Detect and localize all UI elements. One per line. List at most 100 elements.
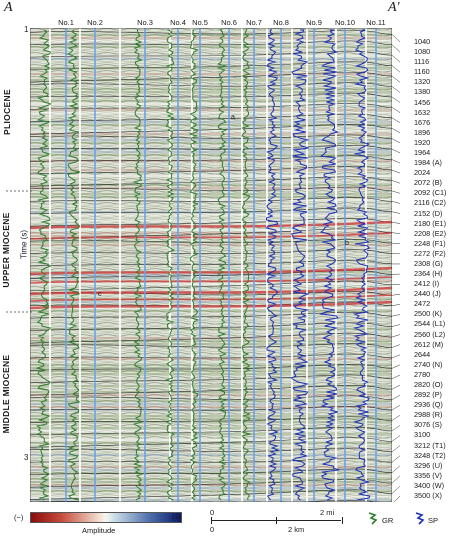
horizon-line bbox=[30, 92, 392, 98]
horizon-line bbox=[30, 197, 392, 202]
horizon-line bbox=[30, 374, 392, 384]
well-log-trace bbox=[132, 29, 144, 501]
horizon-label: 3296 (U) bbox=[414, 460, 443, 470]
gr-log-label: GR bbox=[382, 516, 394, 525]
horizon-line bbox=[30, 416, 392, 423]
scale-bar-ticks bbox=[211, 517, 343, 524]
horizon-label: 3400 (W) bbox=[414, 480, 445, 490]
horizon-label: 1896 bbox=[414, 127, 431, 137]
strong-reflector bbox=[30, 294, 392, 302]
horizon-label: 2740 (N) bbox=[414, 359, 443, 369]
well-label: No.3 bbox=[137, 18, 153, 27]
horizon-label: 2560 (L2) bbox=[414, 329, 446, 339]
well-log-trace bbox=[188, 29, 200, 501]
horizon-line bbox=[30, 332, 392, 344]
horizon-label: 2180 (E1) bbox=[414, 218, 447, 228]
epoch-dividers bbox=[6, 190, 32, 313]
well-log-trace bbox=[35, 29, 53, 501]
horizon-leader bbox=[392, 65, 401, 73]
well-label: No.8 bbox=[273, 18, 289, 27]
horizon-label: 2152 (D) bbox=[414, 208, 443, 218]
time-tick-bottom: 3 bbox=[24, 453, 29, 462]
horizon-label: 1456 bbox=[414, 97, 431, 107]
horizon-label: 2116 (C2) bbox=[414, 198, 446, 208]
scale-mi-label: 2 mi bbox=[320, 508, 335, 517]
horizon-line bbox=[30, 322, 392, 331]
horizon-line bbox=[30, 343, 392, 348]
horizon-label: 2308 (G) bbox=[414, 258, 443, 268]
horizon-leader bbox=[392, 465, 401, 473]
horizon-leader bbox=[392, 384, 401, 390]
horizon-line bbox=[30, 249, 392, 254]
horizon-label: 1920 bbox=[414, 137, 431, 147]
horizon-label: 1160 bbox=[414, 67, 430, 77]
horizon-line bbox=[30, 468, 392, 476]
horizon-label: 1116 bbox=[414, 57, 430, 67]
well-label: No.10 bbox=[334, 18, 356, 27]
horizon-label: 2248 (F1) bbox=[414, 238, 446, 248]
horizon-leader bbox=[392, 324, 401, 327]
horizon-leader bbox=[392, 34, 401, 43]
horizon-leader bbox=[393, 495, 401, 502]
section-start-label: A bbox=[4, 0, 13, 15]
horizon-line bbox=[30, 176, 392, 187]
horizon-line bbox=[30, 406, 392, 411]
annotation-a: a bbox=[231, 114, 235, 121]
amplitude-max-label: (+) bbox=[172, 513, 182, 522]
horizon-label: 1320 bbox=[414, 77, 431, 87]
horizon-line bbox=[30, 218, 392, 227]
horizon-line bbox=[30, 113, 392, 123]
horizon-leader bbox=[392, 374, 401, 380]
horizon-label: 2092 (C1) bbox=[414, 188, 447, 198]
horizon-line bbox=[30, 259, 392, 267]
horizon-label: 2412 (I) bbox=[414, 279, 440, 289]
horizon-line bbox=[30, 364, 392, 371]
horizon-line bbox=[30, 489, 392, 500]
scale-km-label: 2 km bbox=[288, 525, 305, 534]
horizon-label: 2820 (O) bbox=[414, 380, 443, 390]
horizon-label: 1080 bbox=[414, 47, 431, 57]
horizon-label: 2472 bbox=[414, 299, 431, 309]
horizon-line bbox=[30, 280, 392, 292]
well-log-trace bbox=[352, 29, 371, 501]
horizon-leader bbox=[392, 190, 401, 194]
sp-log-icon bbox=[415, 512, 425, 525]
amplitude-min-label: (−) bbox=[14, 513, 24, 522]
strong-reflector bbox=[30, 266, 392, 276]
horizon-label: 3100 bbox=[414, 430, 431, 440]
strong-reflector bbox=[30, 220, 392, 230]
horizon-leader bbox=[392, 96, 401, 103]
horizon-label: 1040 bbox=[414, 37, 431, 46]
annotation-b: b bbox=[345, 240, 349, 247]
well-label: No.9 bbox=[306, 18, 322, 27]
amplitude-colorbar bbox=[30, 512, 182, 523]
horizon-line bbox=[30, 437, 392, 448]
horizon-leader bbox=[392, 86, 401, 93]
strong-reflector bbox=[30, 286, 392, 296]
well-label: No.4 bbox=[170, 18, 186, 27]
well-log-trace bbox=[265, 29, 280, 501]
well-log-trace bbox=[66, 29, 81, 501]
horizon-label: 3356 (V) bbox=[414, 470, 442, 480]
horizon-line bbox=[30, 124, 392, 135]
sp-log-label: SP bbox=[428, 516, 439, 525]
horizon-label: 1632 bbox=[414, 107, 431, 117]
horizon-leader bbox=[392, 107, 401, 113]
horizon-line bbox=[30, 385, 392, 396]
horizon-line bbox=[30, 30, 392, 35]
horizon-line bbox=[30, 134, 392, 139]
horizon-label: 1984 (A) bbox=[414, 158, 442, 168]
horizon-leader bbox=[392, 159, 401, 164]
well-log-trace bbox=[216, 29, 228, 501]
horizon-line bbox=[30, 270, 392, 279]
horizon-leader bbox=[392, 314, 401, 317]
section-end-label: A' bbox=[388, 0, 400, 15]
horizon-label: 2936 (Q) bbox=[414, 400, 443, 410]
horizon-label: 2892 (P) bbox=[414, 390, 442, 400]
seismic-section: a b c bbox=[30, 28, 392, 502]
horizon-label: 2780 bbox=[414, 369, 431, 379]
horizon-label: 1964 bbox=[414, 147, 431, 157]
horizon-line bbox=[30, 312, 392, 319]
horizon-line bbox=[30, 40, 392, 46]
horizon-label: 3076 (S) bbox=[414, 420, 442, 430]
